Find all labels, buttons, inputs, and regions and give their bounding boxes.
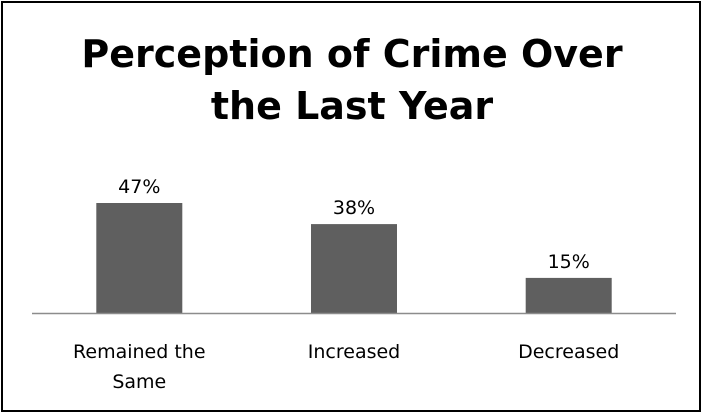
chart-title: Perception of Crime Over the Last Year <box>0 28 704 132</box>
category-label-3-line-1: Decreased <box>518 341 619 363</box>
category-label-1-line-1: Remained the <box>73 341 205 363</box>
bar-2 <box>311 224 397 313</box>
category-label-1-line-2: Same <box>112 371 166 393</box>
bar-3 <box>525 277 612 313</box>
bars-layer <box>96 203 612 313</box>
labels-layer: 47% Remained the Same 38% Increased 15% Decrea… <box>73 176 619 393</box>
value-label-3: 15% <box>548 251 590 273</box>
chart-title-line-1: Perception of Crime Over <box>81 32 623 76</box>
value-label-2: 38% <box>333 197 375 219</box>
value-label-1: 47% <box>118 176 160 198</box>
bar-1 <box>96 203 183 313</box>
category-label-2-line-1: Increased <box>308 341 400 363</box>
chart-title-line-2: the Last Year <box>210 84 494 128</box>
